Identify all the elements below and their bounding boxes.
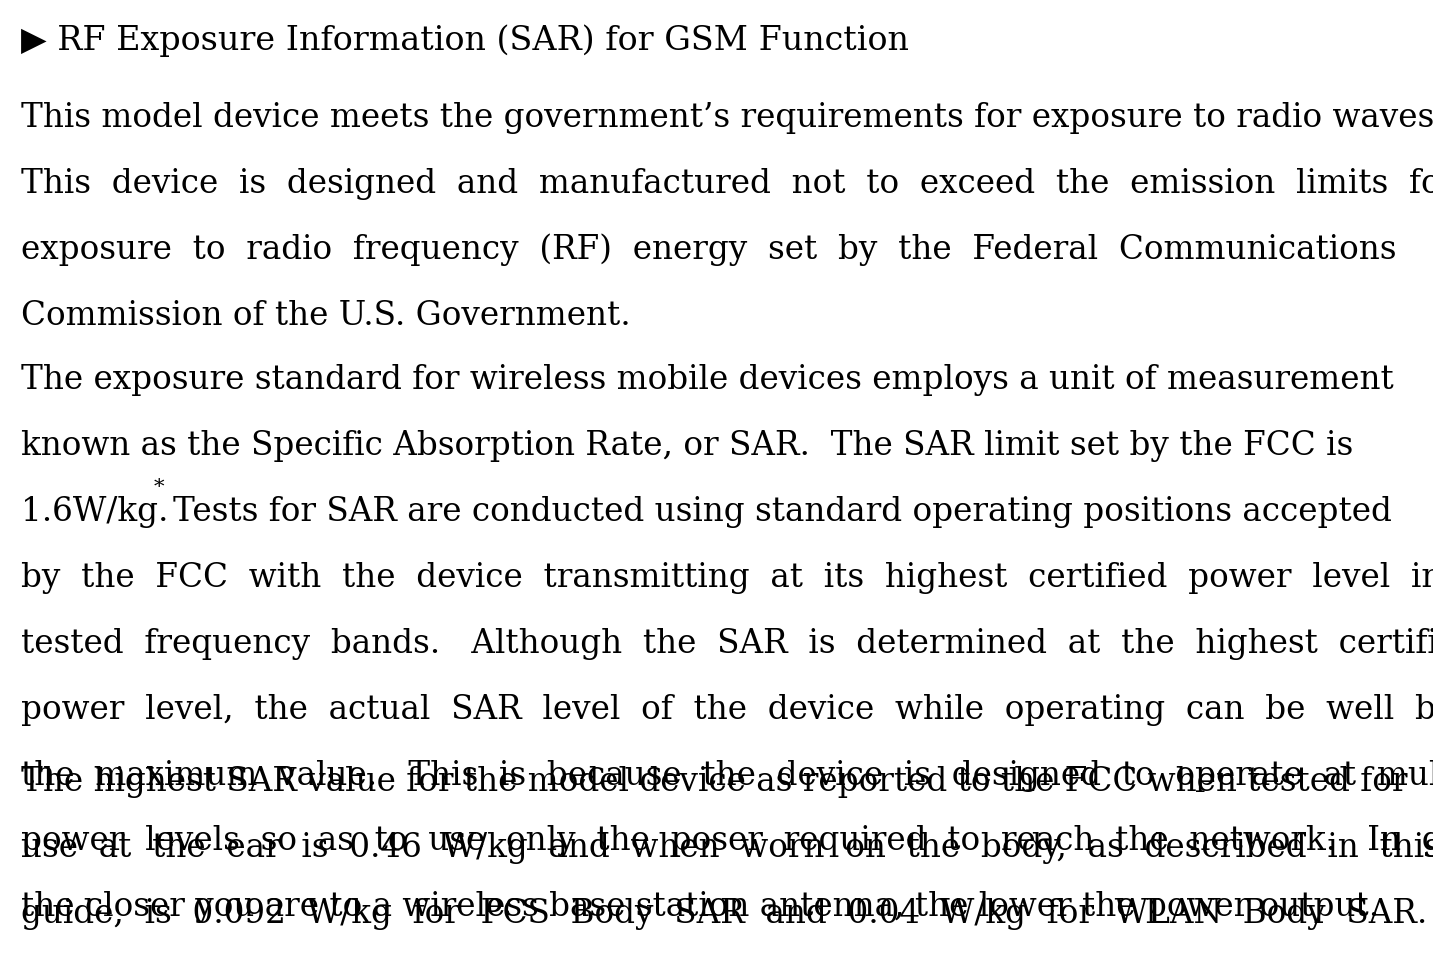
- Text: The exposure standard for wireless mobile devices employs a unit of measurement: The exposure standard for wireless mobil…: [21, 363, 1394, 395]
- Text: power  levels  so  as  to  use  only  the  poser  required  to  reach  the  netw: power levels so as to use only the poser…: [21, 825, 1433, 857]
- Text: This model device meets the government’s requirements for exposure to radio wave: This model device meets the government’s…: [21, 102, 1433, 134]
- Text: ▶ RF Exposure Information (SAR) for GSM Function: ▶ RF Exposure Information (SAR) for GSM …: [21, 24, 910, 57]
- Text: 1.6W/kg.: 1.6W/kg.: [21, 495, 189, 527]
- Text: Tests for SAR are conducted using standard operating positions accepted: Tests for SAR are conducted using standa…: [173, 495, 1393, 527]
- Text: *: *: [153, 478, 163, 497]
- Text: tested  frequency  bands.   Although  the  SAR  is  determined  at  the  highest: tested frequency bands. Although the SAR…: [21, 627, 1433, 659]
- Text: the closer you are to a wireless base station antenna, the lower the power outpu: the closer you are to a wireless base st…: [21, 891, 1380, 922]
- Text: The highest SAR value for the model device as reported to the FCC when tested fo: The highest SAR value for the model devi…: [21, 766, 1409, 797]
- Text: by  the  FCC  with  the  device  transmitting  at  its  highest  certified  powe: by the FCC with the device transmitting …: [21, 561, 1433, 593]
- Text: known as the Specific Absorption Rate, or SAR.  The SAR limit set by the FCC is: known as the Specific Absorption Rate, o…: [21, 429, 1354, 461]
- Text: use  at  the  ear  is  0.46  W/kg  and  when  worn  on  the  body,  as  describe: use at the ear is 0.46 W/kg and when wor…: [21, 831, 1433, 863]
- Text: the  maximum  value.   This  is  because  the  device  is  designed  to  operate: the maximum value. This is because the d…: [21, 759, 1433, 791]
- Text: exposure  to  radio  frequency  (RF)  energy  set  by  the  Federal  Communicati: exposure to radio frequency (RF) energy …: [21, 234, 1397, 266]
- Text: This  device  is  designed  and  manufactured  not  to  exceed  the  emission  l: This device is designed and manufactured…: [21, 168, 1433, 200]
- Text: power  level,  the  actual  SAR  level  of  the  device  while  operating  can  : power level, the actual SAR level of the…: [21, 693, 1433, 725]
- Text: Commission of the U.S. Government.: Commission of the U.S. Government.: [21, 299, 631, 331]
- Text: guide,  is  0.092  W/kg  for  PCS  Body  SAR  and  0.04  W/kg  for  WLAN  Body  : guide, is 0.092 W/kg for PCS Body SAR an…: [21, 897, 1427, 929]
